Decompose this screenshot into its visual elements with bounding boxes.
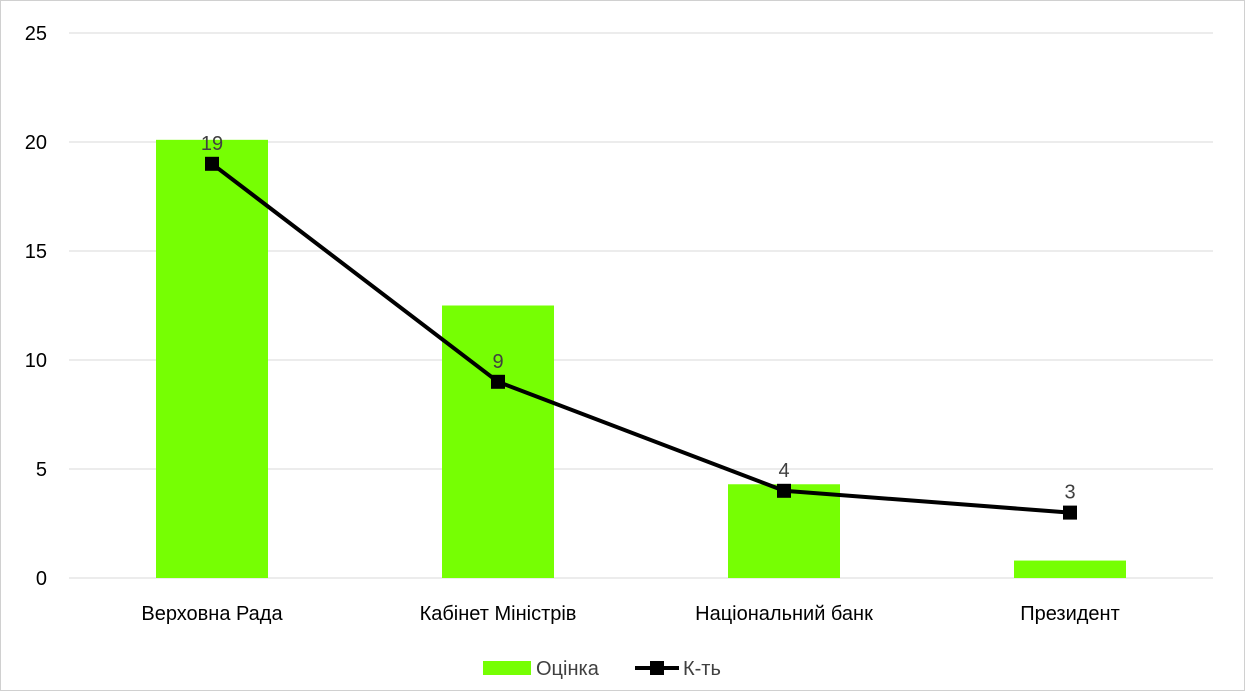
- legend: Оцінка К-ть: [483, 658, 721, 680]
- legend-label: Оцінка: [536, 658, 600, 680]
- x-category-label: Президент: [1020, 603, 1120, 625]
- legend-label: К-ть: [683, 658, 721, 680]
- line-marker: [205, 156, 219, 171]
- x-category-label: Кабінет Міністрів: [420, 603, 577, 625]
- bar: [156, 139, 268, 578]
- data-labels: 19 9 4 3: [201, 133, 1076, 504]
- y-tick-label: 5: [36, 459, 47, 481]
- line-marker: [777, 483, 791, 498]
- bar: [442, 305, 554, 578]
- y-tick-label: 10: [25, 350, 47, 372]
- data-label: 3: [1064, 482, 1075, 504]
- y-tick-label: 25: [25, 23, 47, 45]
- x-axis-categories: Верховна Рада Кабінет Міністрів Національн…: [141, 603, 1119, 625]
- y-tick-label: 0: [36, 568, 47, 590]
- legend-swatch-marker: [650, 661, 664, 675]
- x-category-label: Верховна Рада: [141, 603, 283, 625]
- line-marker: [1063, 505, 1077, 520]
- line-path: [210, 162, 1071, 515]
- bar: [1014, 560, 1126, 578]
- y-tick-label: 20: [25, 132, 47, 154]
- y-tick-label: 15: [25, 241, 47, 263]
- data-label: 4: [778, 460, 789, 482]
- bar-series: [156, 139, 1126, 578]
- data-label: 9: [492, 351, 503, 373]
- line-series: [205, 156, 1077, 520]
- data-label: 19: [201, 133, 223, 155]
- legend-swatch-bar: [483, 661, 531, 675]
- x-category-label: Національний банк: [695, 603, 873, 625]
- line-marker: [491, 374, 505, 389]
- y-axis-ticks: 0 5 10 15 20 25: [25, 23, 47, 590]
- bar: [728, 484, 840, 578]
